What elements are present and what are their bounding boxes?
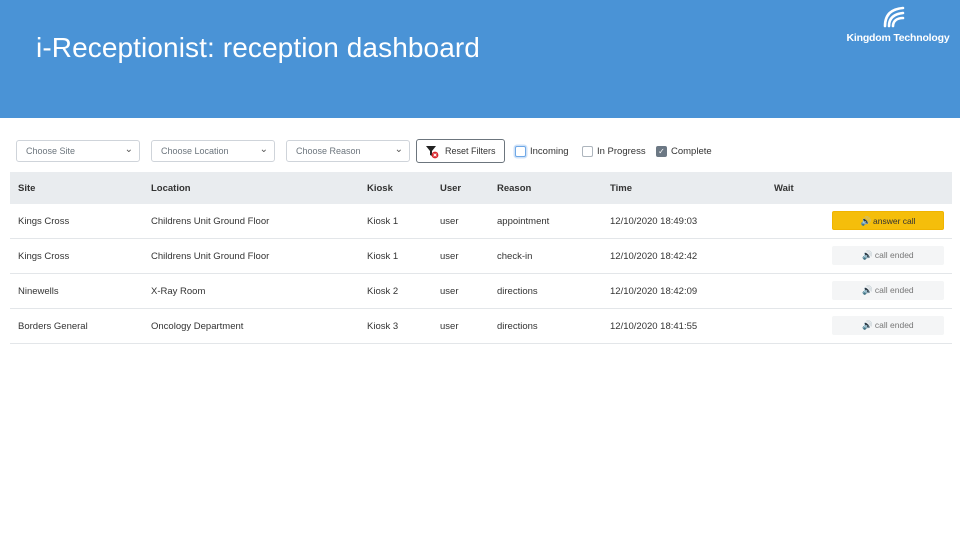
- incoming-checkbox[interactable]: [515, 146, 526, 157]
- cell-location: Childrens Unit Ground Floor: [151, 216, 270, 227]
- kingdom-logo-icon: [883, 6, 905, 28]
- cell-time: 12/10/2020 18:49:03: [610, 216, 698, 227]
- chevron-down-icon: ⌄: [394, 144, 403, 155]
- complete-label: Complete: [671, 146, 712, 157]
- call-ended-label: call ended: [874, 285, 914, 295]
- column-header-user: User: [440, 183, 462, 194]
- cell-kiosk: Kiosk 1: [367, 251, 399, 262]
- call-ended-label: call ended: [874, 320, 914, 330]
- cell-kiosk: Kiosk 1: [367, 216, 399, 227]
- complete-checkbox[interactable]: ✓: [656, 146, 667, 157]
- incoming-label: Incoming: [530, 146, 569, 157]
- logo-text: Kingdom Technology: [846, 32, 950, 44]
- table-row: Ninewells X-Ray Room Kiosk 2 user direct…: [10, 274, 952, 309]
- filter-bar: Choose Site ⌄ Choose Location ⌄ Choose R…: [10, 132, 952, 172]
- page-title: i-Receptionist: reception dashboard: [36, 32, 480, 63]
- cell-location: Oncology Department: [151, 321, 244, 332]
- location-select[interactable]: Choose Location ⌄: [151, 140, 275, 162]
- cell-site: Borders General: [18, 321, 88, 332]
- column-header-time: Time: [610, 183, 633, 194]
- cell-kiosk: Kiosk 2: [367, 286, 399, 297]
- call-ended-button[interactable]: 🔊 call ended: [832, 281, 944, 300]
- answer-call-button[interactable]: 🔊 answer call: [832, 211, 944, 230]
- chevron-down-icon: ⌄: [259, 144, 268, 155]
- cell-location: X-Ray Room: [151, 286, 206, 297]
- site-select[interactable]: Choose Site ⌄: [16, 140, 140, 162]
- cell-user: user: [440, 321, 459, 332]
- answer-call-label: answer call: [873, 216, 916, 226]
- in-progress-label: In Progress: [597, 146, 646, 157]
- site-select-value: Choose Site: [26, 146, 76, 156]
- cell-time: 12/10/2020 18:42:09: [610, 286, 698, 297]
- company-logo: Kingdom Technology: [842, 6, 954, 46]
- call-ended-button[interactable]: 🔊 call ended: [832, 316, 944, 335]
- cell-reason: directions: [497, 321, 538, 332]
- cell-site: Ninewells: [18, 286, 59, 297]
- cell-site: Kings Cross: [18, 251, 70, 262]
- column-header-reason: Reason: [497, 183, 532, 194]
- speaker-icon: 🔊: [862, 285, 873, 295]
- location-select-value: Choose Location: [161, 146, 229, 156]
- table-row: Kings Cross Childrens Unit Ground Floor …: [10, 239, 952, 274]
- call-ended-label: call ended: [874, 250, 914, 260]
- column-header-location: Location: [151, 183, 191, 194]
- reason-select[interactable]: Choose Reason ⌄: [286, 140, 410, 162]
- app-header: i-Receptionist: reception dashboard King…: [0, 0, 960, 118]
- cell-reason: appointment: [497, 216, 550, 227]
- table-row: Borders General Oncology Department Kios…: [10, 309, 952, 344]
- cell-kiosk: Kiosk 3: [367, 321, 399, 332]
- column-header-wait: Wait: [774, 183, 794, 194]
- calls-panel: Choose Site ⌄ Choose Location ⌄ Choose R…: [10, 132, 952, 344]
- cell-time: 12/10/2020 18:42:42: [610, 251, 698, 262]
- speaker-icon: 🔊: [862, 250, 873, 260]
- cell-time: 12/10/2020 18:41:55: [610, 321, 698, 332]
- filter-reset-icon: [426, 146, 439, 159]
- cell-user: user: [440, 216, 459, 227]
- cell-location: Childrens Unit Ground Floor: [151, 251, 270, 262]
- cell-reason: check-in: [497, 251, 533, 262]
- reason-select-value: Choose Reason: [296, 146, 361, 156]
- column-header-kiosk: Kiosk: [367, 183, 393, 194]
- reset-filters-button[interactable]: Reset Filters: [416, 139, 505, 163]
- speaker-icon: 🔊: [860, 216, 872, 226]
- chevron-down-icon: ⌄: [124, 144, 133, 155]
- reset-filters-label: Reset Filters: [445, 146, 496, 156]
- cell-user: user: [440, 251, 459, 262]
- cell-user: user: [440, 286, 459, 297]
- in-progress-checkbox[interactable]: [582, 146, 593, 157]
- call-ended-button[interactable]: 🔊 call ended: [832, 246, 944, 265]
- table-row: Kings Cross Childrens Unit Ground Floor …: [10, 204, 952, 239]
- column-header-site: Site: [18, 183, 36, 194]
- table-header: Site Location Kiosk User Reason Time Wai…: [10, 172, 952, 204]
- cell-site: Kings Cross: [18, 216, 70, 227]
- speaker-icon: 🔊: [862, 320, 873, 330]
- cell-reason: directions: [497, 286, 538, 297]
